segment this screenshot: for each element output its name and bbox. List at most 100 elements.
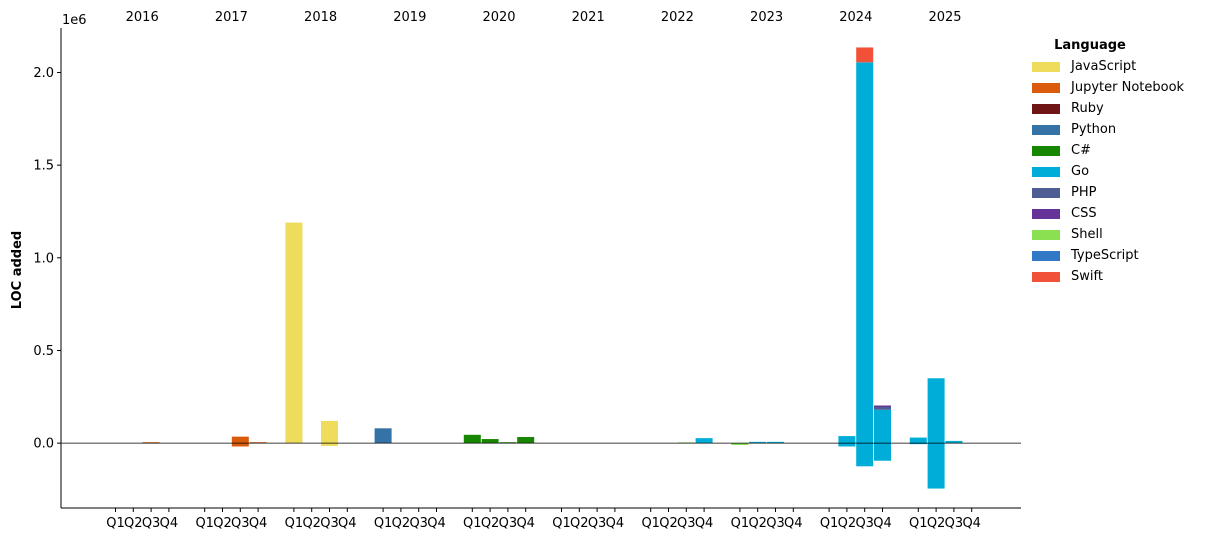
legend-swatch bbox=[1032, 61, 1060, 72]
bar-go-2024-q3 bbox=[856, 443, 874, 467]
x-tick-label: Q1 bbox=[820, 516, 839, 531]
legend-item: Swift bbox=[1032, 266, 1202, 287]
x-tick-label: Q4 bbox=[427, 516, 446, 531]
bar-go-2025-q2 bbox=[927, 443, 945, 489]
legend-item: TypeScript bbox=[1032, 245, 1202, 266]
x-tick-label: Q2 bbox=[481, 516, 500, 531]
x-tick-label: Q1 bbox=[731, 516, 750, 531]
bar-jupyter-notebook-2016-q3 bbox=[142, 442, 160, 444]
bar-go-2024-q4 bbox=[874, 443, 891, 461]
bar-c--2020-q3 bbox=[499, 442, 517, 444]
y-axis-label: LOC added bbox=[10, 231, 25, 309]
x-tick-label: Q2 bbox=[213, 516, 232, 531]
legend-swatch bbox=[1032, 187, 1060, 198]
legend-swatch bbox=[1032, 166, 1060, 177]
year-label: 2016 bbox=[126, 10, 159, 25]
y-offset-label: 1e6 bbox=[62, 13, 87, 28]
x-tick-label: Q3 bbox=[409, 516, 428, 531]
bar-jupyter-notebook-2017-q3 bbox=[231, 443, 249, 447]
legend-swatch bbox=[1032, 145, 1060, 156]
y-tick-label: 0.0 bbox=[33, 437, 54, 452]
year-label: 2019 bbox=[393, 10, 426, 25]
legend-item: Go bbox=[1032, 161, 1202, 182]
legend: Language JavaScript Jupyter Notebook Ruby P… bbox=[1032, 38, 1202, 287]
x-tick-label: Q1 bbox=[552, 516, 571, 531]
y-tick-label: 2.0 bbox=[33, 66, 54, 81]
bar-javascript-2018-q3 bbox=[321, 443, 338, 446]
bars-group bbox=[142, 47, 963, 489]
legend-label: Shell bbox=[1071, 227, 1103, 242]
x-tick-label: Q2 bbox=[838, 516, 857, 531]
year-label: 2023 bbox=[750, 10, 783, 25]
x-tick-label: Q4 bbox=[338, 516, 357, 531]
bar-go-2025-q2 bbox=[927, 378, 945, 444]
year-label: 2017 bbox=[215, 10, 248, 25]
legend-label: Jupyter Notebook bbox=[1071, 80, 1185, 95]
legend-label: Python bbox=[1071, 122, 1117, 137]
x-tick-label: Q4 bbox=[695, 516, 714, 531]
legend-item: PHP bbox=[1032, 182, 1202, 203]
bar-javascript-2018-q3 bbox=[321, 420, 338, 444]
bar-go-2024-q2 bbox=[838, 436, 856, 444]
bar-c--2020-q2 bbox=[481, 439, 499, 444]
legend-label: CSS bbox=[1071, 206, 1097, 221]
x-tick-label: Q1 bbox=[285, 516, 304, 531]
bar-go-2024-q2 bbox=[838, 443, 856, 447]
bar-python-2019-q1 bbox=[374, 428, 392, 444]
legend-swatch bbox=[1032, 124, 1060, 135]
bar-javascript-2018-q1 bbox=[285, 222, 303, 444]
x-tick-label: Q1 bbox=[195, 516, 214, 531]
bar-go-2022-q4 bbox=[695, 438, 713, 444]
bar-php-2024-q4 bbox=[874, 407, 891, 410]
year-label: 2024 bbox=[839, 10, 872, 25]
x-tick-label: Q2 bbox=[302, 516, 321, 531]
x-tick-label: Q3 bbox=[677, 516, 696, 531]
x-tick-label: Q3 bbox=[320, 516, 339, 531]
legend-label: Swift bbox=[1071, 269, 1103, 284]
x-tick-label: Q2 bbox=[392, 516, 411, 531]
legend-label: Go bbox=[1071, 164, 1090, 179]
bar-go-2023-q3 bbox=[767, 441, 784, 444]
legend-label: Ruby bbox=[1071, 101, 1104, 116]
x-tick-label: Q3 bbox=[231, 516, 250, 531]
x-tick-label: Q1 bbox=[641, 516, 660, 531]
legend-swatch bbox=[1032, 82, 1060, 93]
bar-shell-2023-q1 bbox=[731, 443, 749, 445]
legend-swatch bbox=[1032, 229, 1060, 240]
legend-item: Jupyter Notebook bbox=[1032, 77, 1202, 98]
x-tick-label: Q4 bbox=[606, 516, 625, 531]
legend-item: JavaScript bbox=[1032, 56, 1202, 77]
year-label: 2018 bbox=[304, 10, 337, 25]
y-tick-label: 1.0 bbox=[33, 251, 54, 266]
bar-c--2020-q1 bbox=[463, 434, 481, 444]
x-tick-label: Q4 bbox=[160, 516, 179, 531]
bar-swift-2024-q3 bbox=[856, 47, 874, 63]
legend-item: Shell bbox=[1032, 224, 1202, 245]
x-tick-label: Q4 bbox=[962, 516, 981, 531]
legend-label: JavaScript bbox=[1071, 59, 1137, 74]
bar-jupyter-notebook-2017-q3 bbox=[231, 436, 249, 444]
y-tick-label: 1.5 bbox=[33, 159, 54, 174]
x-tick-label: Q3 bbox=[588, 516, 607, 531]
year-label: 2021 bbox=[572, 10, 605, 25]
legend-swatch bbox=[1032, 208, 1060, 219]
x-tick-label: Q1 bbox=[909, 516, 928, 531]
x-tick-label: Q3 bbox=[142, 516, 161, 531]
x-tick-label: Q2 bbox=[124, 516, 143, 531]
x-tick-label: Q4 bbox=[516, 516, 535, 531]
legend-item: CSS bbox=[1032, 203, 1202, 224]
bar-go-2024-q4 bbox=[874, 409, 891, 444]
x-tick-label: Q2 bbox=[570, 516, 589, 531]
bar-jupyter-notebook-2017-q4 bbox=[249, 442, 267, 444]
bar-go-2025-q1 bbox=[909, 443, 927, 445]
legend-label: PHP bbox=[1071, 185, 1097, 200]
x-tick-label: Q1 bbox=[374, 516, 393, 531]
legend-item: C# bbox=[1032, 140, 1202, 161]
x-tick-label: Q3 bbox=[945, 516, 964, 531]
x-tick-label: Q4 bbox=[249, 516, 268, 531]
legend-swatch bbox=[1032, 103, 1060, 114]
bar-css-2024-q4 bbox=[874, 405, 891, 407]
